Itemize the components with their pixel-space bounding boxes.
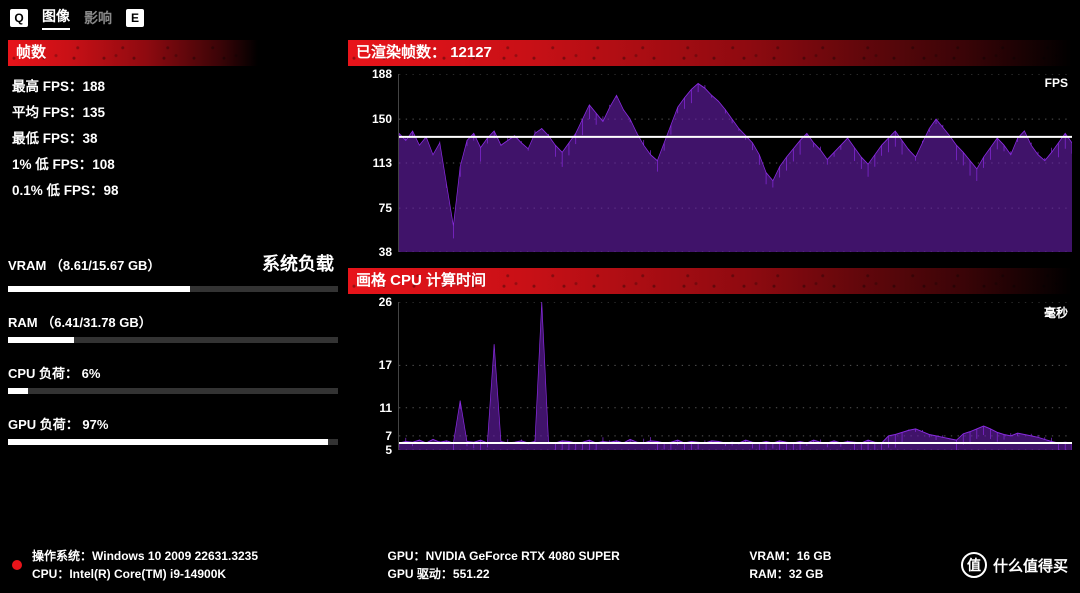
fps-header: 帧数 <box>8 40 258 66</box>
watermark-badge-icon: 值 <box>961 552 987 578</box>
e-key-icon: E <box>126 9 144 27</box>
fps-chart-header: 已渲染帧数： 12127 <box>348 40 1072 66</box>
stat-min-fps: 最低 FPS：38 <box>8 126 338 152</box>
tab-image[interactable]: 图像 <box>42 6 70 30</box>
vram-bar <box>8 286 338 292</box>
vram-value: 16 GB <box>797 549 832 563</box>
vram-label: VRAM （8.61/15.67 GB） <box>8 255 160 274</box>
charts-panel: 已渲染帧数： 12127 1881501137538 FPS 画格 CPU 计算… <box>348 40 1072 534</box>
os-label: 操作系统： <box>32 549 92 563</box>
stat-low1-fps: 1% 低 FPS：108 <box>8 152 338 178</box>
gpu-bar: GPU 负荷： 97% <box>8 414 338 445</box>
footer: 操作系统：Windows 10 2009 22631.3235 CPU：Inte… <box>0 539 1080 593</box>
stat-label: 最高 FPS： <box>12 79 83 94</box>
stat-value: 38 <box>83 131 98 146</box>
tab-next[interactable]: E <box>126 9 144 27</box>
stat-low01-fps: 0.1% 低 FPS：98 <box>8 178 338 204</box>
tab-bar: Q 图像 影响 E <box>0 0 1080 34</box>
fps-plot: FPS <box>398 74 1072 252</box>
cpu-bar: CPU 负荷： 6% <box>8 363 338 394</box>
cpu-y-axis: 26171175 <box>348 302 398 450</box>
fps-chart-block: 已渲染帧数： 12127 1881501137538 FPS <box>348 40 1072 252</box>
stat-label: 1% 低 FPS： <box>12 157 92 172</box>
stat-value: 188 <box>83 79 106 94</box>
rendered-frames-label: 已渲染帧数： <box>356 44 446 61</box>
gpu-load-label: GPU 负荷： 97% <box>8 414 338 433</box>
record-icon <box>12 560 22 570</box>
gpu-drv-value: 551.22 <box>453 567 490 581</box>
fps-unit: FPS <box>1045 76 1068 90</box>
ram-bar: RAM （6.41/31.78 GB） <box>8 312 338 343</box>
gpu-value: NVIDIA GeForce RTX 4080 SUPER <box>426 549 620 563</box>
cpu-chart-block: 画格 CPU 计算时间 26171175 毫秒 <box>348 268 1072 450</box>
stat-max-fps: 最高 FPS：188 <box>8 74 338 100</box>
rendered-frames-value: 12127 <box>450 44 492 61</box>
gpu-drv-label: GPU 驱动： <box>388 567 453 581</box>
watermark-text: 什么值得买 <box>993 555 1068 576</box>
os-value: Windows 10 2009 22631.3235 <box>92 549 258 563</box>
tab-effect[interactable]: 影响 <box>84 8 112 28</box>
sysinfo-left: 操作系统：Windows 10 2009 22631.3235 CPU：Inte… <box>32 547 258 583</box>
cpu-label: CPU： <box>32 567 69 581</box>
cpu-plot: 毫秒 <box>398 302 1072 450</box>
stat-value: 108 <box>92 157 115 172</box>
stat-label: 最低 FPS： <box>12 131 83 146</box>
side-panel: 帧数 最高 FPS：188 平均 FPS：135 最低 FPS：38 1% 低 … <box>8 40 338 534</box>
ram-label: RAM： <box>749 567 788 581</box>
cpu-load-label: CPU 负荷： 6% <box>8 363 338 382</box>
ram-label: RAM （6.41/31.78 GB） <box>8 312 338 331</box>
cpu-chart-header: 画格 CPU 计算时间 <box>348 268 1072 294</box>
stat-value: 98 <box>104 183 119 198</box>
sysinfo-mid: GPU：NVIDIA GeForce RTX 4080 SUPER GPU 驱动… <box>388 547 620 583</box>
cpu-value: Intel(R) Core(TM) i9-14900K <box>69 567 226 581</box>
q-key-icon: Q <box>10 9 28 27</box>
system-load-label: 系统负载 <box>262 250 338 276</box>
vram-label: VRAM： <box>749 549 796 563</box>
stat-avg-fps: 平均 FPS：135 <box>8 100 338 126</box>
sysinfo-right: VRAM：16 GB RAM：32 GB <box>749 547 831 583</box>
tab-prev[interactable]: Q <box>10 9 28 27</box>
stat-label: 平均 FPS： <box>12 105 83 120</box>
stat-label: 0.1% 低 FPS： <box>12 183 104 198</box>
fps-header-text: 帧数 <box>16 44 46 61</box>
cpu-chart-title: 画格 CPU 计算时间 <box>356 272 486 289</box>
fps-y-axis: 1881501137538 <box>348 74 398 252</box>
cpu-unit: 毫秒 <box>1044 304 1068 321</box>
gpu-label: GPU： <box>388 549 426 563</box>
watermark: 值 什么值得买 <box>961 552 1068 578</box>
stat-value: 135 <box>83 105 106 120</box>
ram-value: 32 GB <box>789 567 824 581</box>
